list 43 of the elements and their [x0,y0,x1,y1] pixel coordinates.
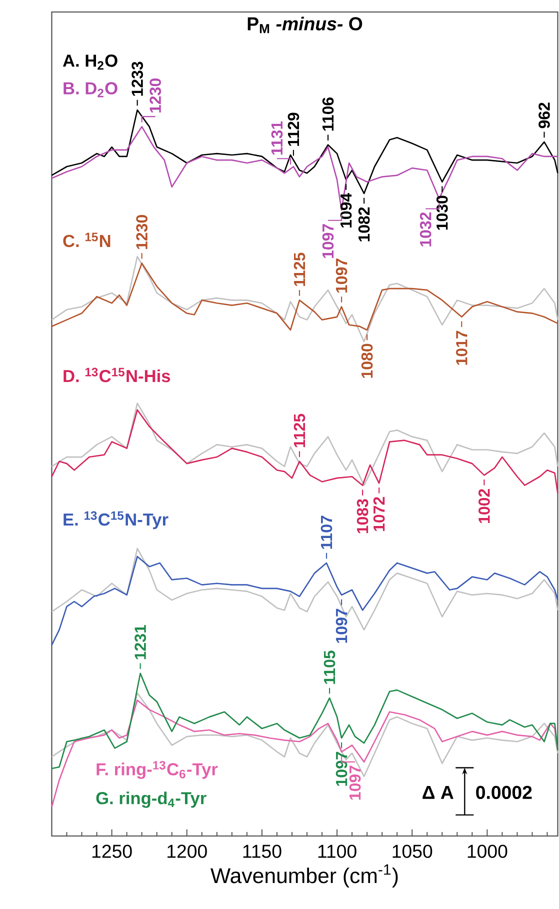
annotation: 1097 [350,766,361,800]
text: B. D$_{2}$O [64,82,118,98]
series-label: F. ring-$^{13}$C$_{6}$-Tyr [96,760,218,779]
annotation: 1106 [322,98,334,131]
annotation: 1231 [134,625,146,660]
text: G. ring-d$_{4}$-Tyr [96,792,206,808]
annotation: 1105 [324,650,336,684]
annotation: 1097 [336,608,348,643]
annotation: 1030 [436,196,448,230]
annotation: 962 [538,102,550,128]
annotation: 1082 [358,207,370,242]
x-tick-label: 1000 [468,844,508,858]
annotation: 1097 [322,224,334,258]
annotation: 0.0002 [476,786,532,800]
x-tick-label: 1100 [318,844,356,858]
annotation: 1230 [150,78,162,112]
annotation: 1080 [362,344,373,378]
annotation: 1230 [136,215,148,249]
annotation: 1125 [294,414,306,448]
x-tick-label: 1150 [243,844,282,858]
annotation: 1233 [132,62,144,96]
x-tick-label: 1250 [92,844,132,858]
chart-title: P$_{M}$ -minus- O [248,16,362,34]
text: E. $^{13}$C$^{15}$N-Tyr [64,511,168,530]
annotation: 1131 [271,121,283,155]
annotation: 1125 [294,252,306,286]
annotation: 1094 [340,193,352,228]
annotation: 1002 [478,489,490,523]
annotation: 1072 [374,497,385,531]
x-tick-label: 1050 [392,844,432,858]
text: C. $^{15}$N [63,232,110,248]
annotation: 1107 [320,516,332,549]
annotation: 1129 [288,112,300,146]
text: A. H$_{2}$O [63,54,118,70]
annotation: 1017 [456,330,468,365]
x-axis-title: Wavenumber (cm$^{-1}$) [210,864,398,888]
annotation: 1032 [420,212,432,246]
annotation: 1083 [357,499,368,534]
text: D. $^{13}$C$^{15}$N-His [64,368,170,382]
x-tick-label: 1200 [168,844,208,858]
annotation: 1097 [336,258,348,293]
annotation: 1097 [336,752,348,786]
annotation: Δ A [422,786,454,799]
